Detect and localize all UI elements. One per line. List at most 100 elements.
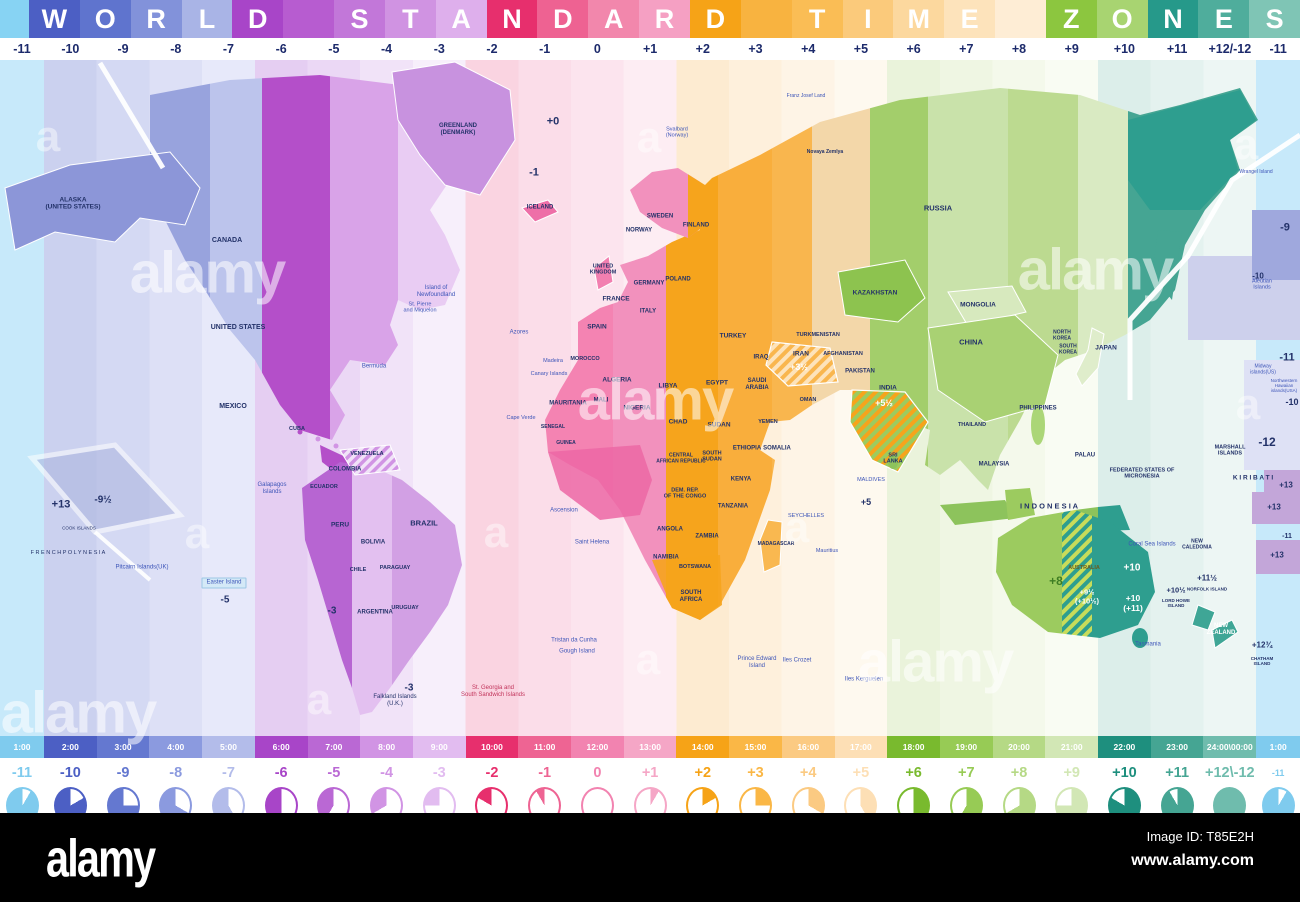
utc-offset-top: +11: [1166, 42, 1188, 56]
utc-offset-bottom: +2: [694, 764, 712, 781]
kiribati-plus13-box: [1252, 492, 1300, 524]
utc-offset-top: -3: [433, 42, 445, 56]
utc-offset-bottom: +4: [799, 764, 817, 781]
utc-offset-bottom: -9: [116, 764, 130, 781]
local-time-cell: 7:00: [307, 736, 361, 758]
local-time-cell: 22:00: [1098, 736, 1151, 758]
header-letter: D: [232, 0, 284, 38]
local-time-cell: 19:00: [939, 736, 993, 758]
utc-offset-bottom: +5: [852, 764, 870, 781]
local-time-cell: 24:00\00:00: [1203, 736, 1257, 758]
utc-offset-top: -7: [222, 42, 235, 56]
utc-offset-bottom: +3: [747, 764, 764, 781]
local-time-cell: 16:00: [781, 736, 835, 758]
clock-pie-icon: [53, 787, 87, 813]
header-letter: R: [130, 0, 182, 38]
header-letter: N: [486, 0, 538, 38]
zone-box-minus9: [1252, 210, 1300, 280]
united-kingdom: [593, 255, 614, 291]
clock-pie-icon: [1213, 787, 1247, 813]
greenland: [391, 61, 516, 196]
utc-offset-top: +12/-12: [1208, 42, 1252, 56]
borneo: [1005, 488, 1035, 520]
alamy-footer-bar: alamy Image ID: T85E2H www.alamy.com: [0, 813, 1300, 902]
date-line-bering: [97, 61, 166, 170]
utc-offset-bottom: -7: [222, 764, 235, 781]
clock-cell: [940, 787, 993, 813]
tasmania: [1132, 628, 1148, 648]
new-zealand-south: [1211, 619, 1239, 649]
clock-pie-icon: [370, 787, 404, 813]
bottom-offset-row: -11 -10 -9 -8 -7 -6 -5 -4 -3 -2 -1 0 +1 +2 +3 +4 +5 +6 +7 +…: [0, 758, 1300, 787]
local-time-cell: 13:00: [623, 736, 677, 758]
caribbean-island: [297, 429, 303, 435]
clock-pie-icon: [738, 787, 772, 813]
utc-offset-top: -4: [381, 42, 393, 56]
header-letter: N: [1147, 0, 1199, 38]
local-time-cell: 1:00: [0, 736, 44, 758]
header-letter: T: [384, 0, 436, 38]
header-spacer: [740, 0, 792, 38]
utc-offset-bottom: -6: [274, 764, 288, 781]
local-time-cell: 12:00: [571, 736, 624, 758]
image-id: Image ID: T85E2H: [1146, 829, 1254, 844]
clock-cell: [308, 787, 361, 813]
clock-cell: [518, 787, 571, 813]
utc-offset-bottom: -3: [432, 764, 446, 781]
utc-offset-bottom: -11: [1271, 767, 1285, 778]
utc-offset-top: -10: [61, 42, 80, 56]
utc-offset-top: -1: [539, 42, 551, 56]
local-time-cell: 10:00: [465, 736, 519, 758]
alamy-url[interactable]: www.alamy.com: [1131, 852, 1254, 869]
clock-cell: [97, 787, 150, 813]
header-letter: O: [1096, 0, 1148, 38]
header-letter: D: [689, 0, 741, 38]
madagascar: [759, 519, 783, 573]
header-letter: T: [791, 0, 843, 38]
header-letter: S: [1249, 0, 1300, 38]
header-letter: S: [334, 0, 385, 38]
kiribati-plus13-box: [1256, 540, 1300, 574]
alamy-logo: alamy: [46, 828, 156, 888]
clock-cell: [1151, 787, 1204, 813]
new-zealand-north: [1191, 604, 1216, 631]
iran-zone: [765, 341, 839, 387]
clock-pie-icon: [1055, 787, 1089, 813]
utc-offset-top: -6: [275, 42, 287, 56]
utc-offset-bottom: +12\-12: [1205, 764, 1255, 781]
japan-zone: [1075, 327, 1105, 387]
world-map-svg: [4, 61, 1300, 715]
international-date-line: [1127, 132, 1300, 400]
utc-offset-bottom: +10: [1112, 764, 1137, 781]
clock-cell: [44, 787, 97, 813]
utc-offset-top: +8: [1011, 42, 1027, 56]
utc-offset-bottom: -4: [380, 764, 394, 781]
zone-box-hawaii: [1244, 360, 1300, 470]
header-letter: M: [893, 0, 945, 38]
local-time-cell: 2:00: [44, 736, 97, 758]
local-time-cell: 14:00: [676, 736, 730, 758]
clock-pie-icon: [791, 787, 825, 813]
clock-cell: [1256, 787, 1300, 813]
utc-offset-bottom: +9: [1063, 764, 1080, 781]
local-time-cell: 3:00: [96, 736, 150, 758]
russia-far-east-zone: [1128, 90, 1256, 210]
local-time-cell: 20:00: [992, 736, 1046, 758]
clock-pie-icon: [897, 787, 931, 813]
clock-pie-icon: [528, 787, 562, 813]
clock-cell: [149, 787, 202, 813]
header-spacer: [0, 0, 29, 38]
clock-cell: [571, 787, 624, 813]
clock-pie-icon: [1107, 787, 1141, 813]
utc-offset-top: -8: [170, 42, 182, 56]
utc-offset-bottom: -2: [485, 764, 499, 781]
local-time-cell: 9:00: [412, 736, 466, 758]
utc-offset-bottom: +6: [905, 764, 922, 781]
world-map: [0, 60, 1300, 736]
plus13-parallelogram: [27, 442, 185, 535]
utc-offset-top: -2: [486, 42, 498, 56]
utc-offset-bottom: +8: [1010, 764, 1028, 781]
clock-cell: [993, 787, 1046, 813]
clock-cell: [782, 787, 835, 813]
